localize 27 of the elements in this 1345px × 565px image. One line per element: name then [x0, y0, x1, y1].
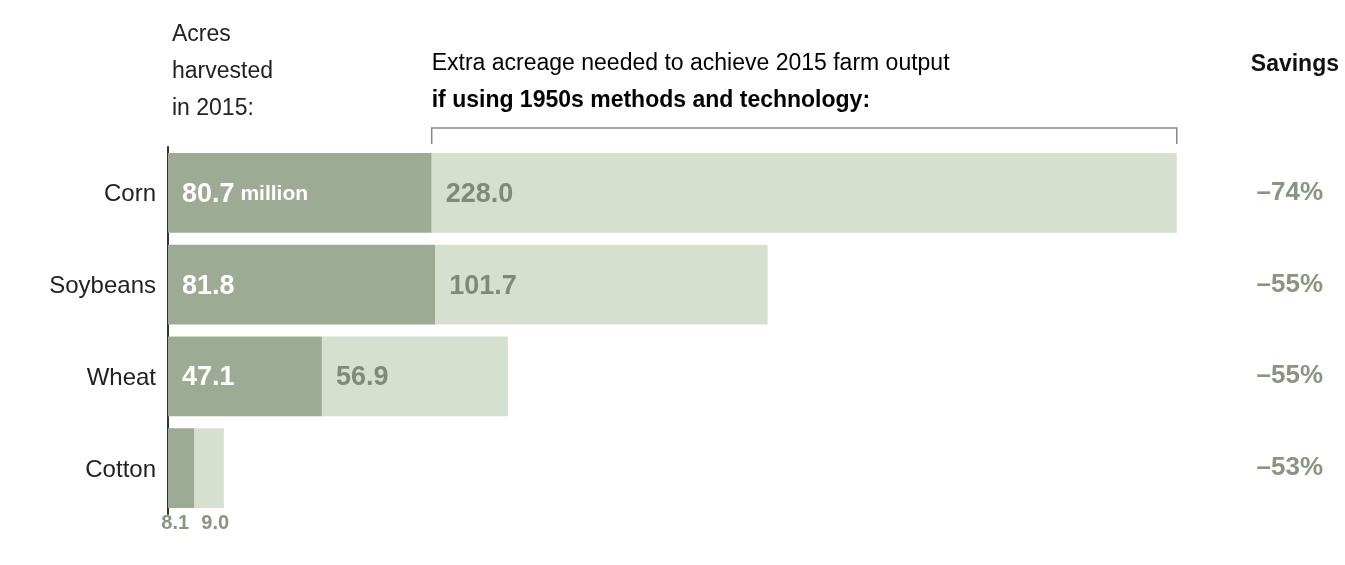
text: –55%: [1256, 267, 1323, 298]
bar: [431, 152, 1177, 233]
data-label: 80.7 million: [182, 177, 309, 208]
y-tick-label: Corn: [103, 179, 156, 207]
y-tick-label: Soybeans: [49, 271, 156, 299]
bar: [168, 336, 322, 417]
bar: [435, 244, 768, 325]
bar: [321, 336, 508, 417]
y-tick-label: Cotton: [85, 454, 156, 482]
series-label: Extra acreage needed to achieve 2015 farm output if using 1950s methods and technology:: [431, 48, 951, 112]
bar: [194, 428, 224, 509]
data-label: 101.7: [449, 269, 517, 300]
text: Savings: [1250, 49, 1340, 76]
data-label: 47.1: [182, 361, 235, 392]
text: –55%: [1256, 359, 1323, 390]
data-label: 8.1: [161, 511, 190, 534]
text: –74%: [1256, 175, 1323, 206]
bar: [168, 428, 195, 509]
data-label: 9.0: [201, 511, 230, 534]
data-label: 228.0: [445, 177, 514, 208]
y-tick-label: Wheat: [86, 362, 157, 390]
series-label: Acres harvested in 2015:: [172, 19, 274, 120]
bar: [168, 152, 432, 233]
data-label: 56.9: [335, 361, 389, 392]
bar: [168, 244, 436, 325]
data-label: 81.8: [182, 269, 235, 300]
text: –53%: [1256, 451, 1323, 482]
